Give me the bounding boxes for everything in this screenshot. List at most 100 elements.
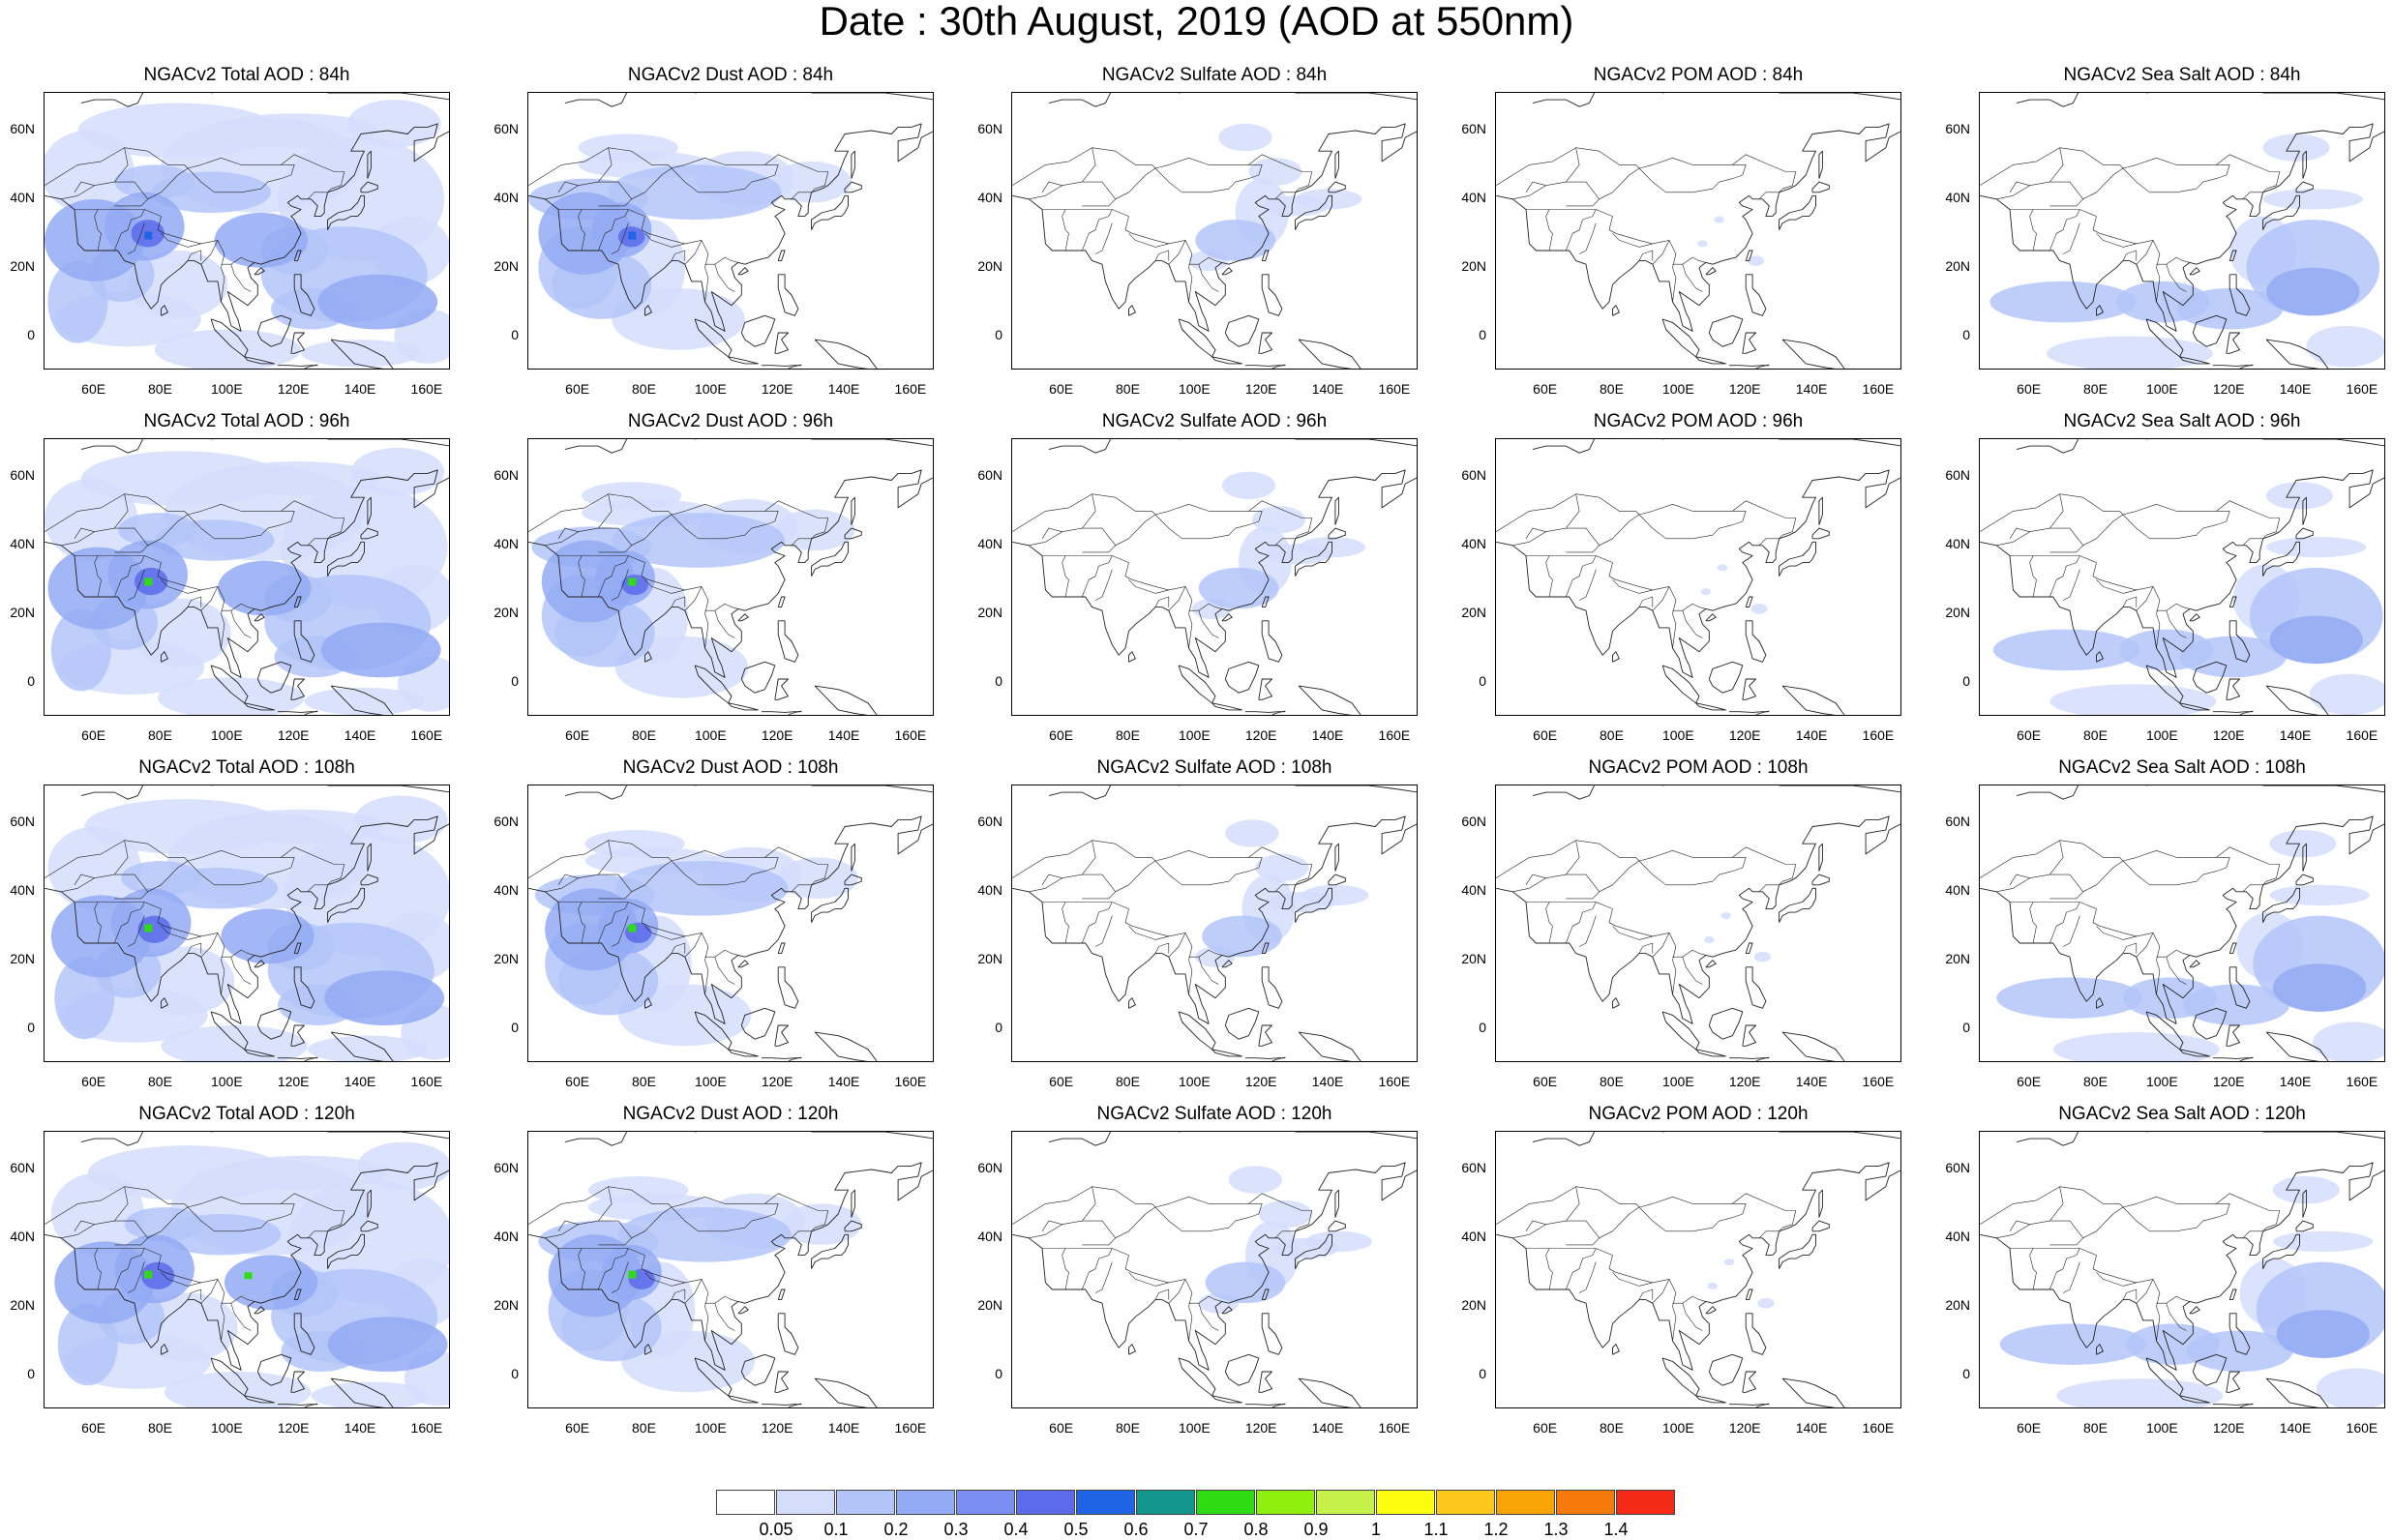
lat-tick-label: 0 bbox=[27, 1019, 35, 1035]
lon-tick-label: 140E bbox=[1311, 381, 1344, 397]
lon-tick-label: 100E bbox=[1178, 727, 1211, 743]
lon-tick-label: 120E bbox=[761, 1074, 793, 1089]
coastline bbox=[1048, 785, 1112, 800]
lat-tick-label: 20N bbox=[1945, 604, 1970, 620]
aod-region bbox=[2123, 977, 2217, 1019]
island-outline bbox=[1811, 874, 1830, 886]
colorbar-swatch bbox=[1316, 1490, 1375, 1515]
country-border bbox=[1082, 147, 1096, 183]
aod-region bbox=[1255, 853, 1309, 882]
country-border bbox=[75, 1248, 219, 1284]
country-border bbox=[2122, 942, 2138, 954]
coastlines bbox=[1012, 439, 1417, 715]
country-border bbox=[1168, 586, 1193, 649]
country-border bbox=[2049, 891, 2083, 900]
country-border bbox=[1638, 1288, 1654, 1300]
aod-region bbox=[582, 482, 682, 510]
country-border bbox=[598, 902, 629, 944]
aod-region bbox=[137, 915, 171, 943]
coastline bbox=[80, 785, 144, 800]
lat-tick-label: 20N bbox=[1945, 1296, 1970, 1313]
country-border bbox=[1128, 1272, 1169, 1287]
island-outline bbox=[360, 181, 378, 193]
country-border bbox=[230, 256, 254, 265]
country-border bbox=[714, 1295, 738, 1304]
aod-region bbox=[608, 164, 782, 221]
island-outline bbox=[2189, 613, 2200, 622]
country-border bbox=[230, 949, 254, 958]
island-outline bbox=[1781, 1377, 1845, 1407]
island-outline bbox=[1705, 613, 1717, 622]
lon-tick-label: 160E bbox=[1862, 727, 1895, 743]
island-outline bbox=[1745, 274, 1767, 316]
lat-tick-label: 60N bbox=[1945, 466, 1970, 483]
lon-tick-label: 140E bbox=[1795, 1420, 1828, 1436]
island-outline bbox=[1661, 318, 1700, 358]
country-border bbox=[1612, 926, 1653, 940]
country-border bbox=[2122, 164, 2230, 193]
island-outline bbox=[1612, 1344, 1620, 1355]
island-outline bbox=[293, 1288, 302, 1301]
panel-title: NGACv2 Sea Salt AOD : 96h bbox=[2063, 411, 2301, 431]
aod-region bbox=[1218, 123, 1272, 152]
island-outline bbox=[1295, 887, 1332, 923]
island-outline bbox=[777, 596, 786, 608]
country-border bbox=[1082, 1248, 1113, 1290]
aod-map-pom bbox=[1496, 785, 1900, 1061]
island-outline bbox=[844, 527, 862, 540]
aod-region bbox=[1251, 506, 1305, 534]
coastline bbox=[811, 1132, 933, 1140]
country-border bbox=[2062, 569, 2080, 601]
island-outline bbox=[774, 1024, 789, 1047]
island-outline bbox=[2302, 843, 2307, 872]
panel-title: NGACv2 Sulfate AOD : 96h bbox=[1101, 411, 1328, 431]
lat-tick-label: 40N bbox=[977, 535, 1002, 551]
country-border bbox=[528, 147, 829, 193]
colorbar-swatch bbox=[776, 1490, 835, 1515]
aod-region bbox=[2269, 830, 2337, 858]
aod-region bbox=[591, 202, 652, 258]
island-outline bbox=[737, 613, 749, 622]
panel-title: NGACv2 POM AOD : 120h bbox=[1588, 1104, 1809, 1124]
country-border bbox=[1012, 493, 1313, 540]
aod-region bbox=[1717, 564, 1728, 572]
aod-region bbox=[304, 687, 425, 715]
country-border bbox=[1652, 240, 1677, 303]
island-outline bbox=[728, 702, 759, 711]
aod-region bbox=[2119, 629, 2213, 671]
lat-tick-label: 0 bbox=[27, 672, 35, 689]
aod-hotspot bbox=[628, 924, 637, 933]
country-border bbox=[2010, 555, 2154, 591]
country-border bbox=[1041, 527, 1062, 539]
island-outline bbox=[1811, 181, 1830, 193]
country-border bbox=[1062, 1248, 1069, 1290]
country-border bbox=[1758, 538, 1780, 547]
map-panel-pom: NGACv2 POM AOD : 96h 60N 40N 20N 0 60E 80E 100E… bbox=[1451, 411, 1945, 747]
island-outline bbox=[1128, 651, 1136, 663]
country-border bbox=[1198, 603, 1222, 611]
country-border bbox=[74, 527, 95, 539]
island-outline bbox=[1818, 150, 1823, 179]
lon-tick-label: 120E bbox=[277, 1420, 310, 1436]
country-border bbox=[1996, 167, 2124, 200]
coastline bbox=[528, 815, 933, 1024]
country-border bbox=[230, 603, 254, 611]
aod-region bbox=[594, 550, 655, 606]
country-border bbox=[1996, 514, 2124, 547]
lon-tick-label: 60E bbox=[1049, 1420, 1074, 1436]
country-border bbox=[644, 1272, 685, 1287]
lon-tick-label: 100E bbox=[694, 727, 727, 743]
country-border bbox=[1082, 545, 1116, 553]
aod-region bbox=[2046, 336, 2213, 369]
map-frame bbox=[527, 438, 934, 716]
island-outline bbox=[777, 620, 799, 663]
country-border bbox=[1758, 1230, 1780, 1239]
lon-tick-label: 60E bbox=[81, 1074, 106, 1089]
lon-tick-label: 160E bbox=[894, 727, 927, 743]
country-border bbox=[1578, 1261, 1597, 1293]
colorbar-label: 0.8 bbox=[1243, 1520, 1269, 1539]
lat-tick-label: 60N bbox=[1461, 120, 1486, 136]
lon-tick-label: 140E bbox=[2279, 1420, 2312, 1436]
aod-region bbox=[80, 451, 282, 507]
